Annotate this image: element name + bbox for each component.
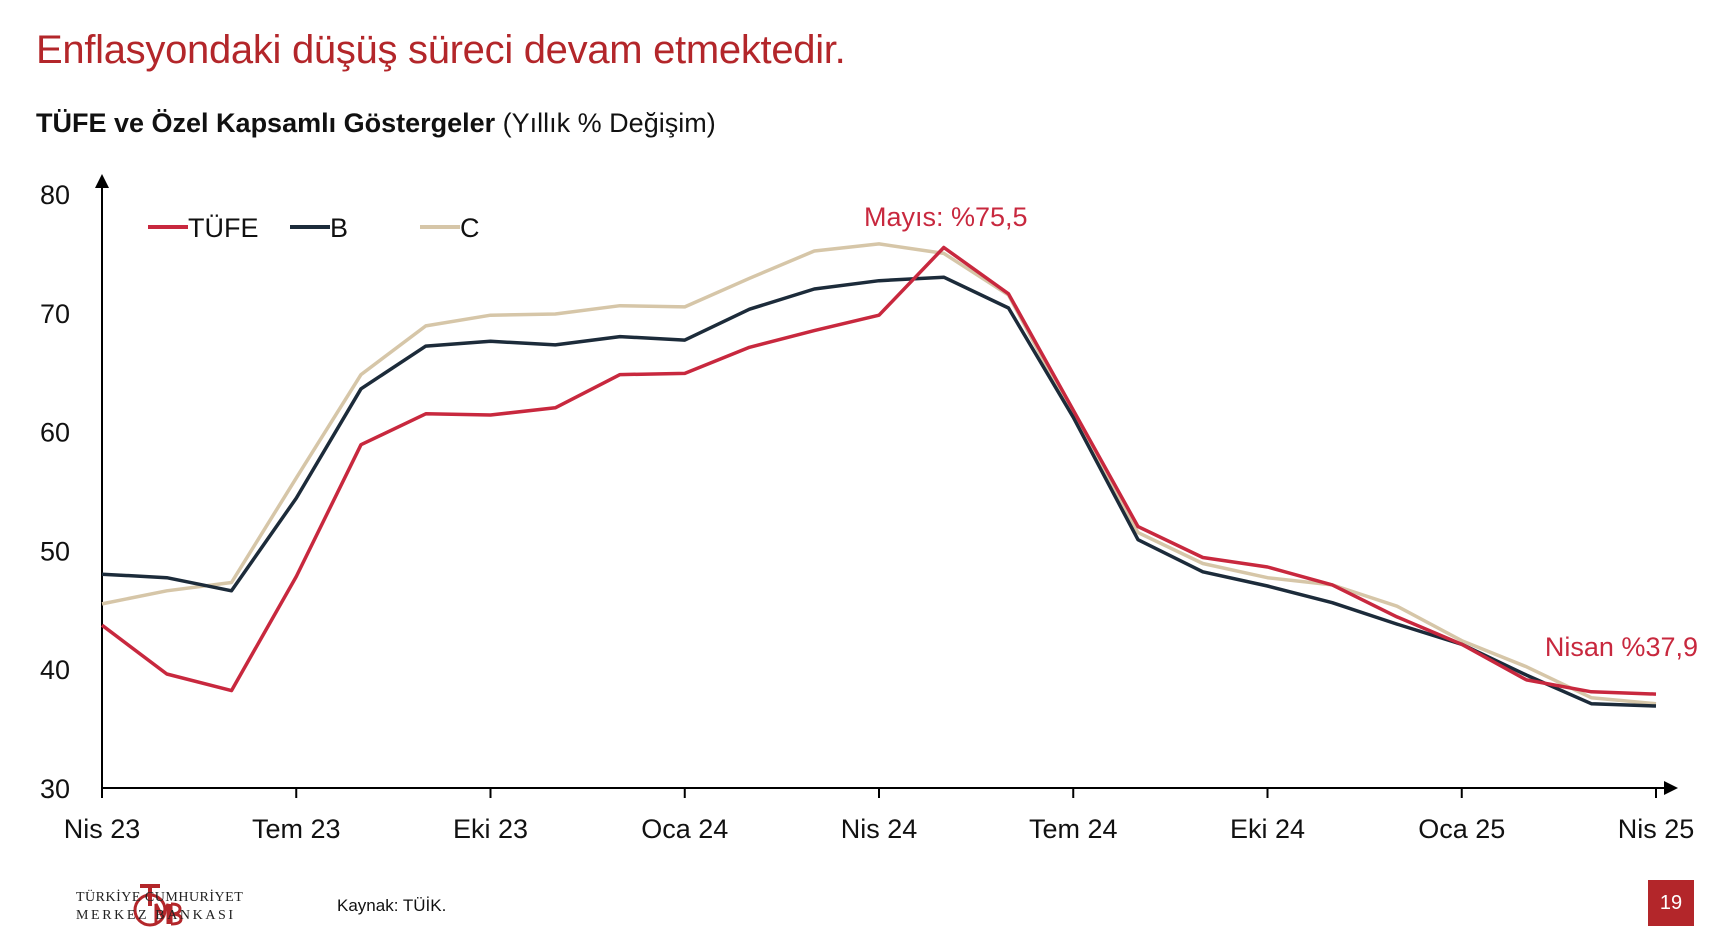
bank-name-line1: TÜRKİYE CUMHURİYET [76,890,244,905]
y-tick-label: 70 [40,299,70,329]
x-tick-label: Tem 24 [1029,814,1118,844]
legend-label: C [460,213,480,243]
series-line-tufe [100,245,1657,696]
x-tick-label: Oca 25 [1418,814,1505,844]
y-tick-label: 30 [40,774,70,804]
x-tick-label: Eki 24 [1230,814,1305,844]
y-tick-label: 80 [40,180,70,210]
slide-title: Enflasyondaki düşüş süreci devam etmekte… [36,28,846,72]
x-tick-label: Nis 24 [841,814,918,844]
x-tick-label: Nis 25 [1618,814,1695,844]
chart-subtitle: TÜFE ve Özel Kapsamlı Göstergeler (Yıllı… [36,108,716,139]
series-line-b [101,275,1657,708]
tcmb-logo-icon [133,884,183,927]
x-axis-arrow-icon [1664,781,1678,795]
subtitle-normal: (Yıllık % Değişim) [495,108,716,138]
legend-label: TÜFE [188,213,259,243]
series-line-c [101,242,1657,706]
inflation-line-chart: 30 40 50 60 70 80 Nis 23 Tem 23 Eki 23 Oca 24 Nis … [40,174,1698,844]
x-tick-label: Nis 23 [64,814,141,844]
annotation-peak: Mayıs: %75,5 [864,202,1028,232]
y-tick-label: 50 [40,536,70,566]
page-number: 19 [1648,880,1694,926]
x-tick-label: Tem 23 [252,814,341,844]
source-note: Kaynak: TÜİK. [337,896,447,915]
subtitle-bold: TÜFE ve Özel Kapsamlı Göstergeler [36,108,496,138]
x-tick-label: Eki 23 [453,814,528,844]
legend-label: B [330,213,348,243]
bank-name-line2: MERKEZ BANKASI [76,908,236,923]
x-tick-label: Oca 24 [641,814,728,844]
y-tick-label: 40 [40,655,70,685]
y-axis-arrow-icon [95,174,109,188]
annotation-latest: Nisan %37,9 [1545,632,1698,662]
y-tick-label: 60 [40,418,70,448]
